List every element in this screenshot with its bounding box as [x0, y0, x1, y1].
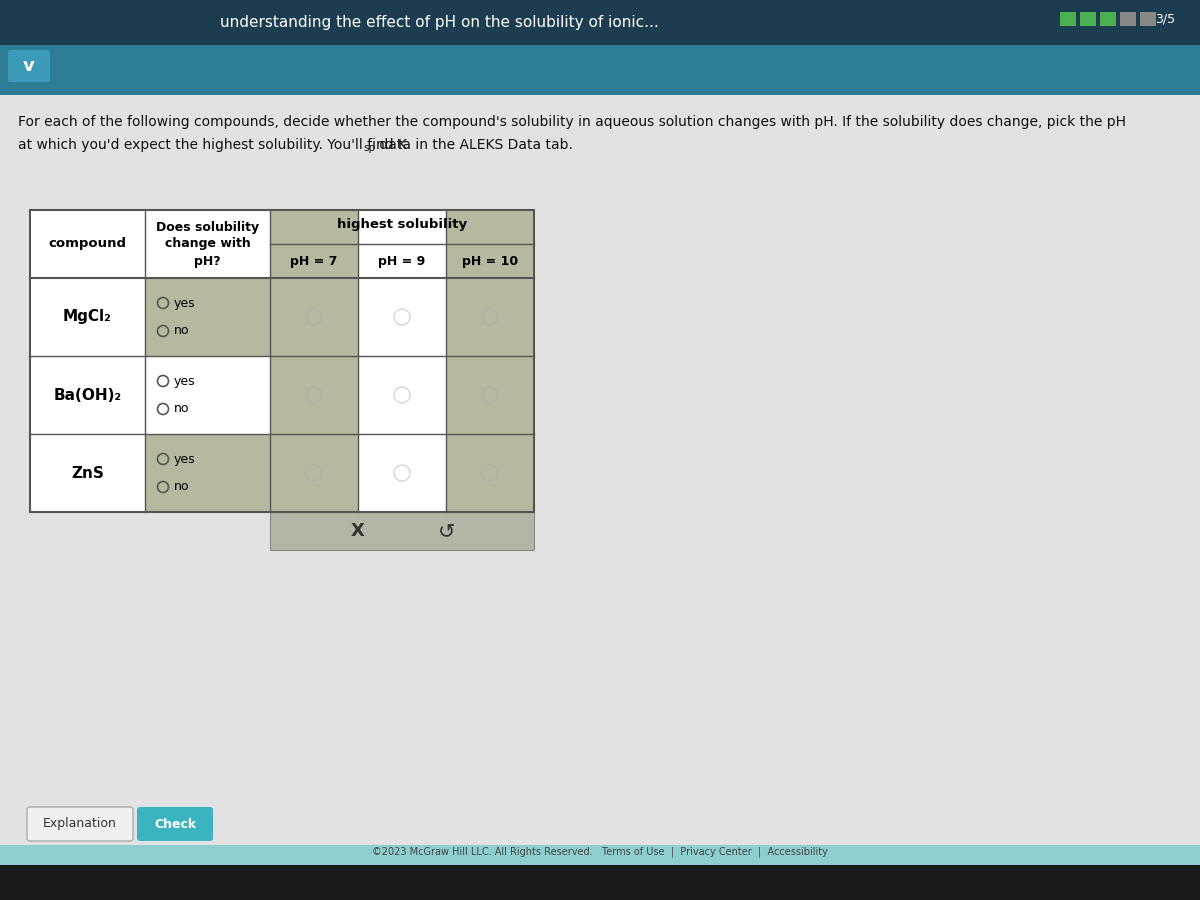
- Text: Check: Check: [154, 817, 196, 831]
- Bar: [145, 278, 270, 356]
- Text: v: v: [23, 57, 35, 75]
- Bar: [0, 845, 1200, 865]
- FancyBboxPatch shape: [8, 50, 50, 82]
- Text: understanding the effect of pH on the solubility of ionic...: understanding the effect of pH on the so…: [220, 14, 659, 30]
- Text: no: no: [174, 402, 190, 416]
- Text: sp: sp: [364, 143, 376, 153]
- Text: Explanation: Explanation: [43, 817, 116, 831]
- Bar: [1080, 12, 1096, 26]
- Bar: [0, 0, 1200, 45]
- Text: yes: yes: [174, 296, 196, 310]
- Text: For each of the following compounds, decide whether the compound's solubility in: For each of the following compounds, dec…: [18, 115, 1126, 129]
- Text: pH = 7: pH = 7: [290, 255, 337, 267]
- Text: data in the ALEKS Data tab.: data in the ALEKS Data tab.: [376, 138, 574, 152]
- Text: X: X: [350, 522, 364, 540]
- Bar: [270, 512, 534, 550]
- Bar: [1120, 12, 1136, 26]
- Text: at which you'd expect the highest solubility. You'll find K: at which you'd expect the highest solubi…: [18, 138, 407, 152]
- Text: 3/5: 3/5: [1154, 13, 1175, 25]
- Text: MgCl₂: MgCl₂: [64, 310, 112, 325]
- Bar: [0, 45, 1200, 95]
- Text: no: no: [174, 325, 190, 338]
- Text: pH = 10: pH = 10: [462, 255, 518, 267]
- Text: compound: compound: [48, 238, 126, 250]
- Text: ZnS: ZnS: [71, 465, 104, 481]
- Bar: [30, 210, 534, 512]
- Bar: [446, 210, 534, 512]
- Text: no: no: [174, 481, 190, 493]
- Bar: [30, 210, 534, 512]
- Text: highest solubility: highest solubility: [337, 219, 467, 231]
- Text: ©2023 McGraw Hill LLC. All Rights Reserved.   Terms of Use  |  Privacy Center  |: ©2023 McGraw Hill LLC. All Rights Reserv…: [372, 847, 828, 857]
- Text: pH = 9: pH = 9: [378, 255, 426, 267]
- Bar: [1140, 12, 1156, 26]
- Text: yes: yes: [174, 374, 196, 388]
- Bar: [1060, 12, 1076, 26]
- Text: Ba(OH)₂: Ba(OH)₂: [54, 388, 121, 402]
- Bar: [145, 434, 270, 512]
- Bar: [270, 210, 358, 512]
- FancyBboxPatch shape: [28, 807, 133, 841]
- Text: ↺: ↺: [438, 521, 456, 541]
- Bar: [0, 95, 1200, 845]
- FancyBboxPatch shape: [137, 807, 214, 841]
- Text: yes: yes: [174, 453, 196, 465]
- Bar: [1100, 12, 1116, 26]
- Text: Does solubility
change with
pH?: Does solubility change with pH?: [156, 220, 259, 267]
- Bar: [0, 865, 1200, 900]
